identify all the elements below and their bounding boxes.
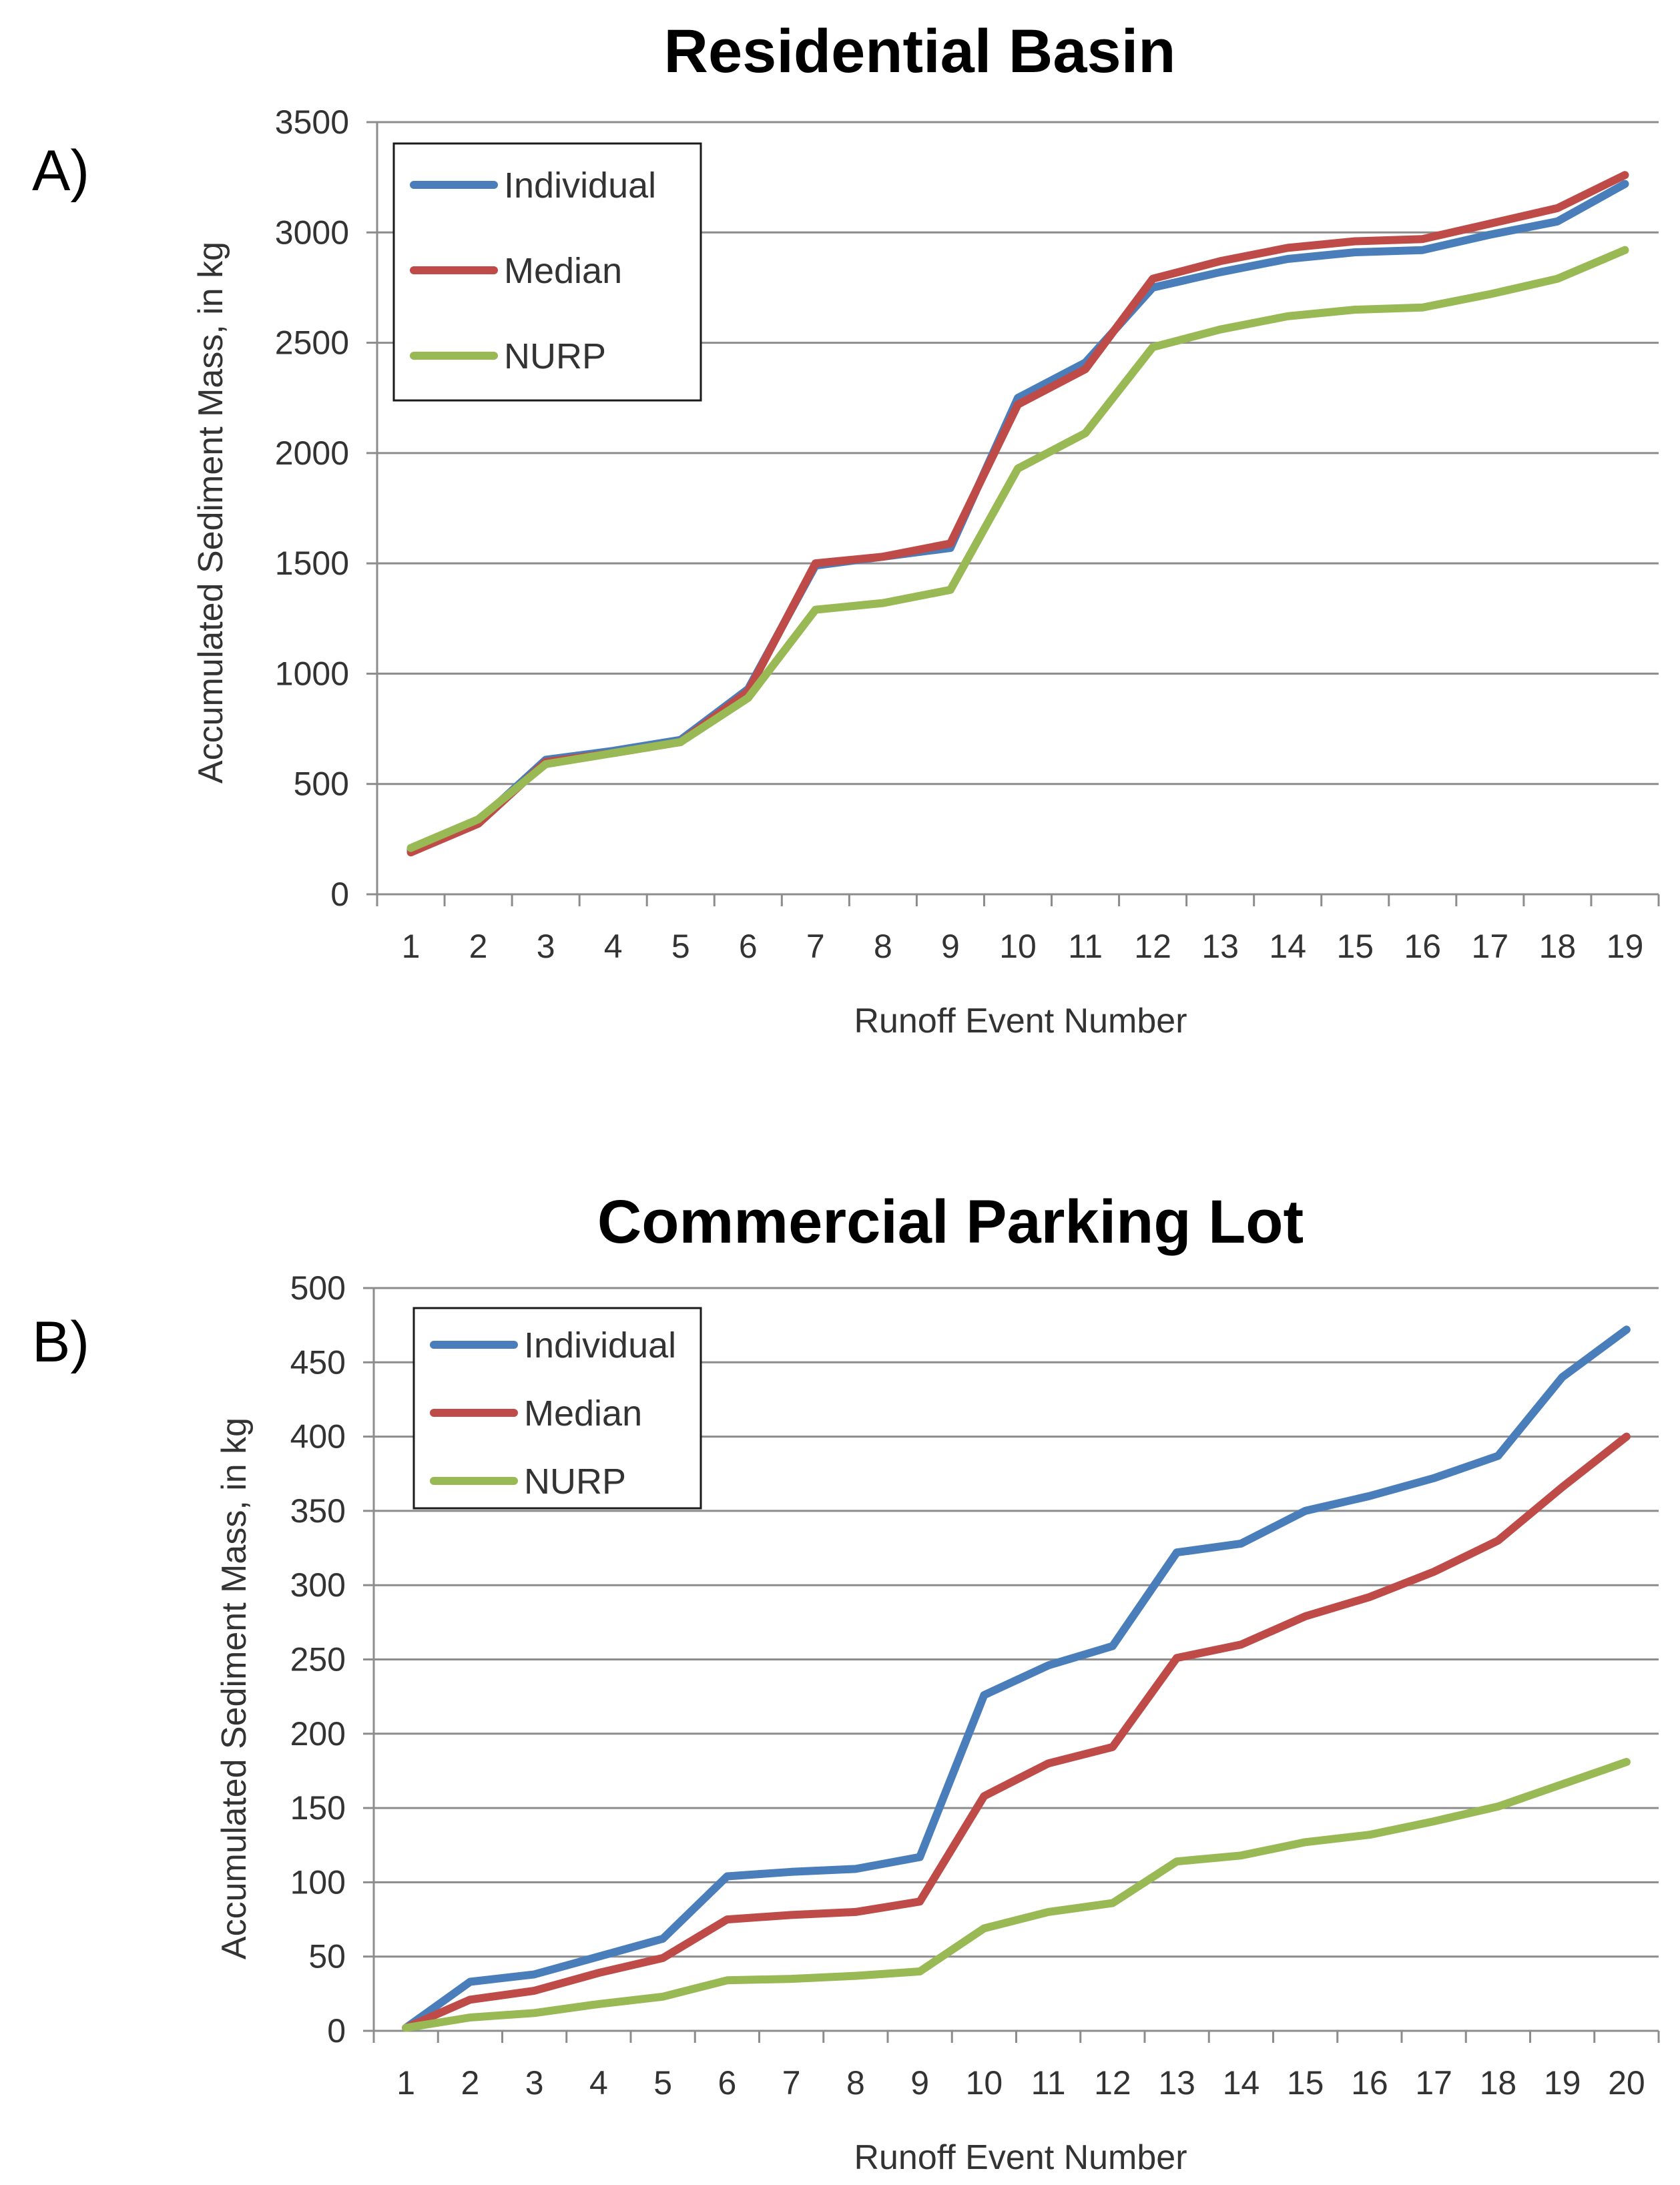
x-axis-label: Runoff Event Number	[854, 1002, 1187, 1040]
chart-commercial-parking-lot: Commercial Parking Lot B) Runoff Event N…	[32, 1188, 1660, 2177]
x-tick-label: 3	[525, 2064, 544, 2102]
x-tick-label: 4	[604, 928, 623, 965]
series-line-nurp	[406, 246, 1629, 852]
series-line-individual	[402, 1325, 1631, 2032]
y-tick-label: 450	[290, 1343, 346, 1381]
series-line-nurp	[402, 1758, 1631, 2032]
y-tick-label: 0	[330, 876, 349, 913]
y-tick-label: 50	[308, 1938, 346, 1975]
y-tick-label: 3000	[275, 214, 349, 251]
y-tick-label: 2000	[275, 434, 349, 472]
legend-label-individual: Individual	[524, 1325, 676, 1365]
y-tick-label: 1500	[275, 545, 349, 582]
y-tick-label: 100	[290, 1863, 346, 1901]
x-tick-label: 1	[402, 928, 421, 965]
x-axis-label: Runoff Event Number	[854, 2138, 1187, 2177]
x-tick-label: 16	[1404, 928, 1442, 965]
x-tick-label: 4	[589, 2064, 608, 2102]
legend-label-median: Median	[504, 251, 622, 291]
x-tick-label: 10	[999, 928, 1037, 965]
legend-label-median: Median	[524, 1393, 642, 1434]
chart-residential-basin: Residential Basin A) Runoff Event Number…	[32, 17, 1660, 1040]
x-tick-label: 10	[966, 2064, 1003, 2102]
x-tick-label: 12	[1094, 2064, 1131, 2102]
x-tick-label: 17	[1472, 928, 1509, 965]
legend: Individual Median NURP	[392, 142, 702, 402]
x-tick-label: 12	[1134, 928, 1171, 965]
y-tick-label: 500	[290, 1269, 346, 1307]
x-tick-label: 5	[653, 2064, 672, 2102]
y-tick-label: 0	[327, 2012, 346, 2050]
y-tick-label: 3500	[275, 103, 349, 141]
x-tick-label: 7	[782, 2064, 801, 2102]
x-tick-label: 2	[461, 2064, 479, 2102]
legend-label-nurp: NURP	[524, 1462, 626, 1502]
x-tick-label: 2	[469, 928, 488, 965]
panel-label: A)	[32, 139, 89, 203]
x-tick-label: 19	[1544, 2064, 1581, 2102]
x-tick-label: 19	[1607, 928, 1644, 965]
y-tick-label: 250	[290, 1641, 346, 1678]
x-tick-label: 8	[874, 928, 892, 965]
x-tick-label: 8	[846, 2064, 865, 2102]
x-tick-label: 18	[1480, 2064, 1517, 2102]
legend-label-individual: Individual	[504, 166, 656, 206]
x-tick-label: 11	[1068, 928, 1103, 965]
chart-title: Residential Basin	[664, 17, 1176, 85]
y-tick-label: 1000	[275, 655, 349, 692]
x-tick-label: 17	[1415, 2064, 1452, 2102]
legend-label-nurp: NURP	[504, 336, 606, 376]
legend: Individual Median NURP	[412, 1307, 702, 1510]
x-tick-label: 14	[1223, 2064, 1260, 2102]
x-tick-label: 13	[1201, 928, 1239, 965]
chart-title: Commercial Parking Lot	[597, 1188, 1304, 1256]
y-axis-label: Accumulated Sediment Mass, in kg	[192, 242, 230, 784]
x-tick-label: 14	[1269, 928, 1306, 965]
x-tick-label: 9	[910, 2064, 929, 2102]
y-tick-label: 2500	[275, 324, 349, 362]
x-tick-label: 15	[1336, 928, 1374, 965]
y-tick-label: 350	[290, 1492, 346, 1530]
x-tick-label: 9	[941, 928, 960, 965]
x-tick-label: 1	[396, 2064, 415, 2102]
y-tick-label: 500	[294, 765, 349, 803]
series-line-median	[402, 1432, 1631, 2032]
x-tick-label: 11	[1031, 2064, 1066, 2102]
x-tick-label: 18	[1539, 928, 1577, 965]
y-tick-label: 150	[290, 1789, 346, 1827]
y-tick-label: 200	[290, 1715, 346, 1753]
y-axis-label: Accumulated Sediment Mass, in kg	[215, 1418, 254, 1959]
x-tick-label: 20	[1608, 2064, 1645, 2102]
y-tick-label: 300	[290, 1566, 346, 1604]
x-tick-label: 7	[806, 928, 825, 965]
x-tick-label: 6	[718, 2064, 736, 2102]
x-tick-label: 6	[739, 928, 758, 965]
y-tick-label: 400	[290, 1418, 346, 1456]
x-tick-label: 5	[671, 928, 690, 965]
x-tick-label: 3	[537, 928, 555, 965]
panel-label: B)	[32, 1310, 89, 1374]
x-tick-label: 13	[1158, 2064, 1195, 2102]
x-tick-label: 15	[1287, 2064, 1324, 2102]
x-tick-label: 16	[1351, 2064, 1388, 2102]
